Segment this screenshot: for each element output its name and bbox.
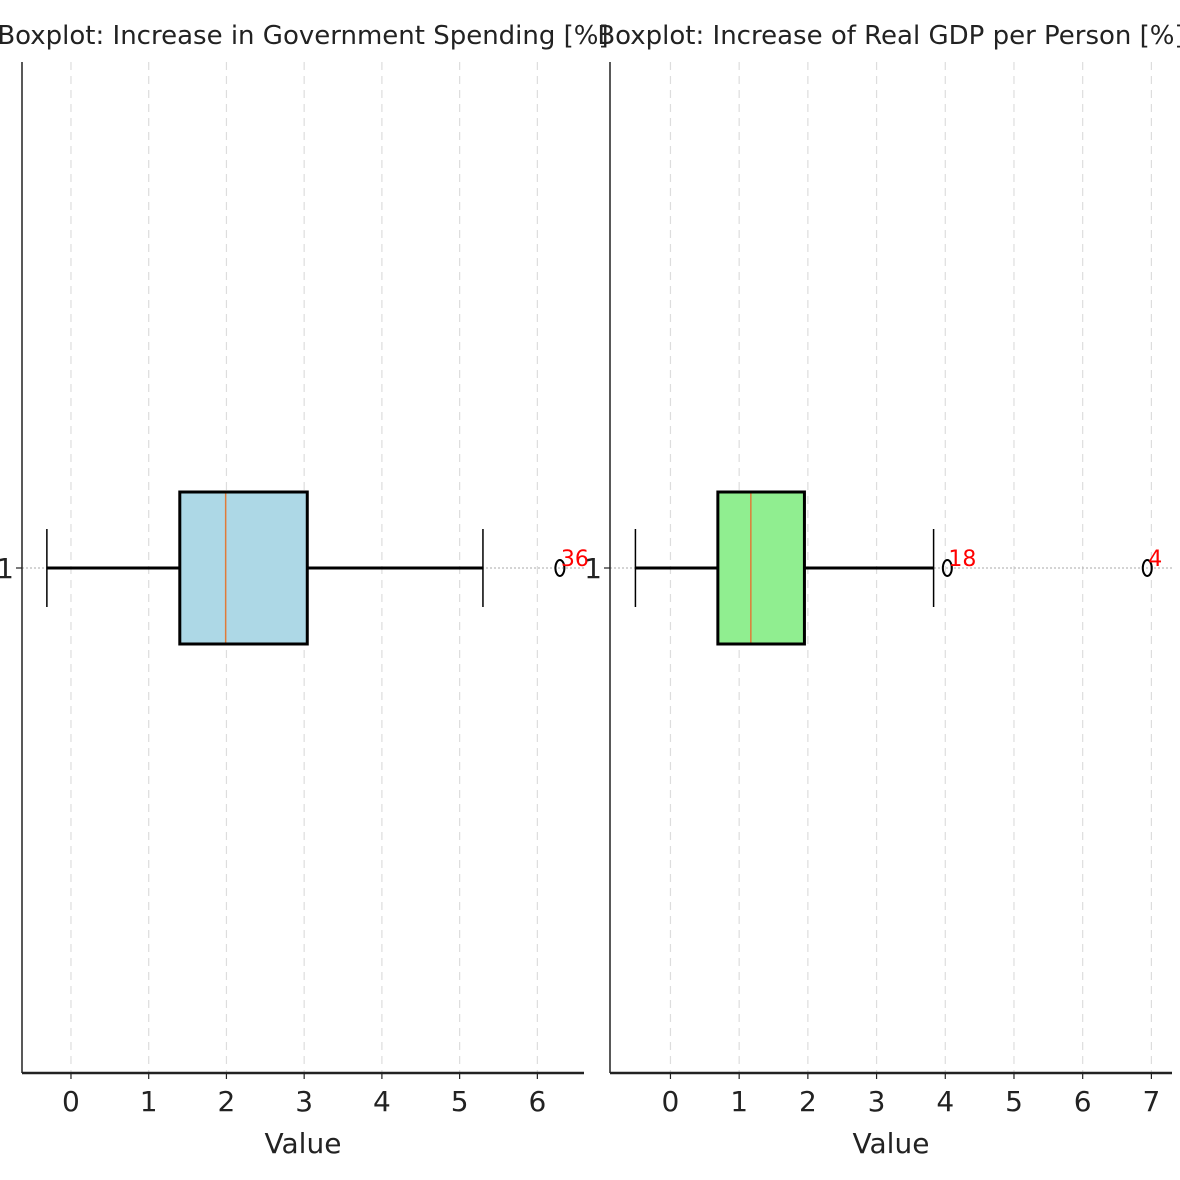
x-tick-label: 5 — [451, 1085, 469, 1118]
y-tick-label: 1 — [0, 552, 14, 585]
x-tick-label: 6 — [528, 1085, 546, 1118]
outlier-point — [554, 559, 566, 577]
x-tick-label: 6 — [1074, 1085, 1092, 1118]
outlier-point — [1141, 559, 1153, 577]
real-gdp-boxplot-panel: Boxplot: Increase of Real GDP per Person… — [584, 21, 1180, 1160]
outlier-label: 36 — [561, 547, 589, 572]
chart-title: Boxplot: Increase of Real GDP per Person… — [597, 21, 1180, 51]
chart-title: Boxplot: Increase in Government Spending… — [0, 21, 609, 51]
outlier-label: 4 — [1148, 547, 1162, 572]
x-tick-label: 4 — [936, 1085, 954, 1118]
iqr-box — [716, 490, 806, 646]
outlier-point — [941, 559, 953, 577]
x-tick-label: 0 — [662, 1085, 680, 1118]
x-tick-label: 1 — [140, 1085, 158, 1118]
iqr-box — [178, 490, 309, 646]
x-axis-label: Value — [853, 1127, 930, 1160]
x-axis-label: Value — [265, 1127, 342, 1160]
x-tick-label: 5 — [1005, 1085, 1023, 1118]
x-tick-label: 0 — [62, 1085, 80, 1118]
x-tick-label: 7 — [1142, 1085, 1160, 1118]
x-tick-label: 3 — [295, 1085, 313, 1118]
x-tick-label: 4 — [373, 1085, 391, 1118]
x-tick-label: 3 — [868, 1085, 886, 1118]
y-tick-label: 1 — [584, 552, 602, 585]
x-tick-label: 2 — [799, 1085, 817, 1118]
government-spending-boxplot-panel: Boxplot: Increase in Government Spending… — [0, 21, 609, 1160]
x-tick-label: 2 — [218, 1085, 236, 1118]
outlier-label: 18 — [948, 547, 976, 572]
x-tick-label: 1 — [730, 1085, 748, 1118]
